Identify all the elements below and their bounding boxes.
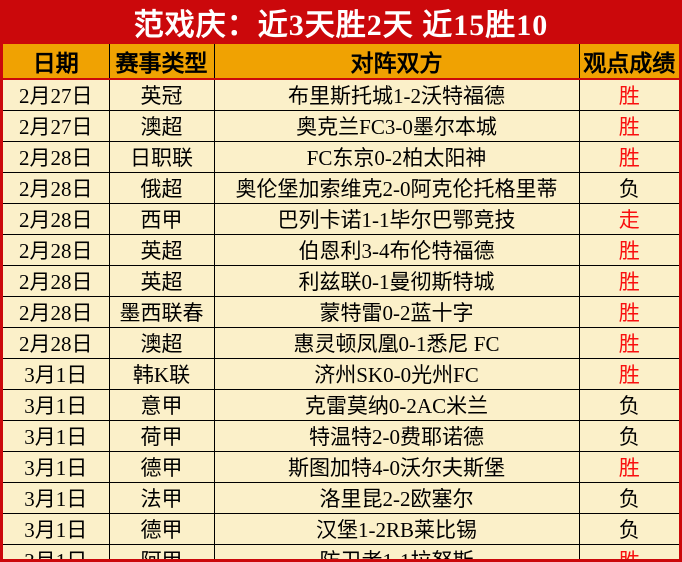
date-cell: 2月28日: [3, 203, 110, 235]
result-cell: 胜: [578, 265, 679, 297]
match-cell: 惠灵顿凤凰0-1悉尼 FC: [213, 327, 580, 359]
result-cell: 胜: [578, 141, 679, 173]
result-cell: 胜: [578, 327, 679, 359]
match-cell: 巴列卡诺1-1毕尔巴鄂竞技: [213, 203, 580, 235]
table-row: 2月27日 澳超 奥克兰FC3-0墨尔本城胜: [3, 110, 679, 142]
date-cell: 3月1日: [3, 544, 110, 559]
date-cell: 2月28日: [3, 296, 110, 328]
result-cell: 负: [578, 513, 679, 545]
league-cell: 英冠: [108, 78, 215, 111]
date-cell: 3月1日: [3, 513, 110, 545]
table-row: 2月28日 英超 伯恩利3-4布伦特福德胜: [3, 234, 679, 266]
table-header: 日期 赛事类型 对阵双方 观点成绩: [3, 44, 679, 80]
match-cell: 济州SK0-0光州FC: [213, 358, 580, 390]
date-cell: 3月1日: [3, 420, 110, 452]
result-cell: 胜: [578, 234, 679, 266]
results-table: 日期 赛事类型 对阵双方 观点成绩 2月27日 英冠 布里斯托城1-2沃特福德胜 2月…: [3, 44, 679, 559]
league-cell: 意甲: [108, 389, 215, 421]
result-cell: 胜: [578, 358, 679, 390]
result-cell: 胜: [578, 296, 679, 328]
result-cell: 走: [578, 203, 679, 235]
match-cell: 汉堡1-2RB莱比锡: [213, 513, 580, 545]
league-cell: 墨西联春: [108, 296, 215, 328]
table-row: 3月1日 荷甲 特温特2-0费耶诺德负: [3, 420, 679, 452]
column-header-league: 赛事类型: [108, 44, 215, 80]
league-cell: 澳超: [108, 327, 215, 359]
match-cell: 特温特2-0费耶诺德: [213, 420, 580, 452]
match-cell: 布里斯托城1-2沃特福德: [213, 78, 580, 111]
table-row: 2月27日 英冠 布里斯托城1-2沃特福德胜: [3, 78, 679, 111]
table-row: 3月1日 法甲 洛里昆2-2欧塞尔负: [3, 482, 679, 514]
table-row: 2月28日 墨西联春 蒙特雷0-2蓝十字胜: [3, 296, 679, 328]
table-row: 2月28日 西甲 巴列卡诺1-1毕尔巴鄂竞技走: [3, 203, 679, 235]
match-cell: 洛里昆2-2欧塞尔: [213, 482, 580, 514]
date-cell: 2月28日: [3, 327, 110, 359]
result-cell: 负: [578, 482, 679, 514]
league-cell: 日职联: [108, 141, 215, 173]
date-cell: 3月1日: [3, 358, 110, 390]
result-cell: 负: [578, 420, 679, 452]
league-cell: 德甲: [108, 513, 215, 545]
date-cell: 3月1日: [3, 451, 110, 483]
result-cell: 负: [578, 172, 679, 204]
league-cell: 法甲: [108, 482, 215, 514]
league-cell: 德甲: [108, 451, 215, 483]
league-cell: 韩K联: [108, 358, 215, 390]
match-cell: 蒙特雷0-2蓝十字: [213, 296, 580, 328]
league-cell: 英超: [108, 234, 215, 266]
league-cell: 英超: [108, 265, 215, 297]
table-row: 3月1日 韩K联 济州SK0-0光州FC 胜: [3, 358, 679, 390]
match-cell: 奥克兰FC3-0墨尔本城: [213, 110, 580, 142]
table-row: 2月28日 澳超 惠灵顿凤凰0-1悉尼 FC 胜: [3, 327, 679, 359]
league-cell: 荷甲: [108, 420, 215, 452]
league-cell: 澳超: [108, 110, 215, 142]
date-cell: 2月28日: [3, 234, 110, 266]
match-cell: 克雷莫纳0-2AC米兰: [213, 389, 580, 421]
result-cell: 胜: [578, 544, 679, 559]
result-cell: 负: [578, 389, 679, 421]
match-cell: 防卫者1-1拉努斯: [213, 544, 580, 559]
table-row: 2月28日 日职联 FC东京0-2柏太阳神胜: [3, 141, 679, 173]
date-cell: 3月1日: [3, 389, 110, 421]
table-row: 3月1日 意甲 克雷莫纳0-2AC米兰负: [3, 389, 679, 421]
date-cell: 2月27日: [3, 110, 110, 142]
table-body: 2月27日 英冠 布里斯托城1-2沃特福德胜 2月27日 澳超 奥克兰FC3-0墨尔本城胜…: [3, 78, 679, 559]
date-cell: 3月1日: [3, 482, 110, 514]
match-cell: 奥伦堡加索维克2-0阿克伦托格里蒂: [213, 172, 580, 204]
result-cell: 胜: [578, 110, 679, 142]
result-cell: 胜: [578, 78, 679, 111]
table-row: 2月28日 英超 利兹联0-1曼彻斯特城胜: [3, 265, 679, 297]
match-cell: FC东京0-2柏太阳神: [213, 141, 580, 173]
table-row: 3月1日 德甲 斯图加特4-0沃尔夫斯堡胜: [3, 451, 679, 483]
date-cell: 2月27日: [3, 78, 110, 111]
table-row: 3月1日 阿甲 防卫者1-1拉努斯胜: [3, 544, 679, 559]
column-header-result: 观点成绩: [578, 44, 679, 80]
table-row: 2月28日 俄超 奥伦堡加索维克2-0阿克伦托格里蒂负: [3, 172, 679, 204]
date-cell: 2月28日: [3, 265, 110, 297]
match-cell: 伯恩利3-4布伦特福德: [213, 234, 580, 266]
date-cell: 2月28日: [3, 172, 110, 204]
column-header-date: 日期: [3, 44, 110, 80]
table-header-row: 日期 赛事类型 对阵双方 观点成绩: [3, 44, 679, 80]
result-cell: 胜: [578, 451, 679, 483]
match-cell: 斯图加特4-0沃尔夫斯堡: [213, 451, 580, 483]
page-title: 范戏庆：近3天胜2天 近15胜10: [3, 0, 679, 44]
league-cell: 俄超: [108, 172, 215, 204]
column-header-match: 对阵双方: [213, 44, 580, 80]
table-row: 3月1日 德甲 汉堡1-2RB莱比锡负: [3, 513, 679, 545]
date-cell: 2月28日: [3, 141, 110, 173]
league-cell: 阿甲: [108, 544, 215, 559]
match-cell: 利兹联0-1曼彻斯特城: [213, 265, 580, 297]
league-cell: 西甲: [108, 203, 215, 235]
